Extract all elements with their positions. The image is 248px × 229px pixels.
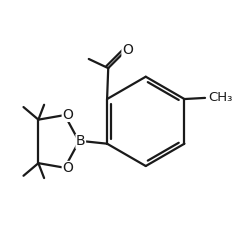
- Text: O: O: [62, 161, 73, 175]
- Text: O: O: [122, 43, 133, 57]
- Text: B: B: [76, 134, 86, 148]
- Text: CH₃: CH₃: [209, 91, 233, 104]
- Text: O: O: [62, 108, 73, 122]
